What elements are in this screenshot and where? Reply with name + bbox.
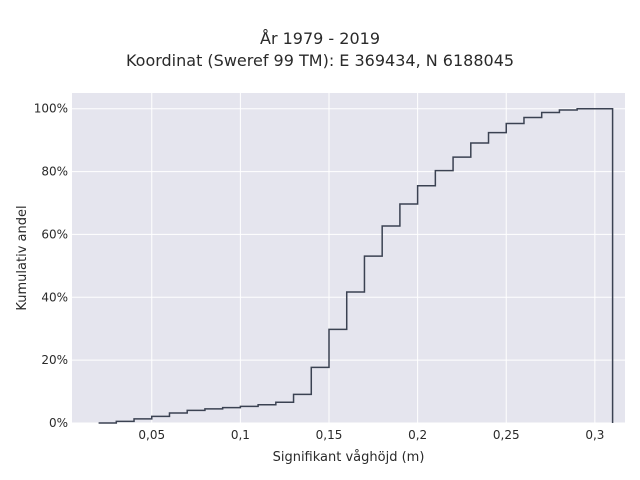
x-tick-label: 0,3 — [585, 428, 604, 442]
y-axis-title: Kumulativ andel — [15, 205, 30, 310]
plot-area — [72, 93, 625, 423]
x-tick-label: 0,2 — [408, 428, 427, 442]
y-tick-label: 100% — [34, 102, 68, 116]
x-tick-label: 0,25 — [493, 428, 520, 442]
tick-labels: 0,05 0,1 0,15 0,2 0,25 0,3 0% 20% 40% 60% 80% 100% — [34, 102, 605, 442]
grid-lines — [72, 93, 625, 424]
chart-title-block: År 1979 - 2019 Koordinat (Sweref 99 TM):… — [0, 28, 640, 72]
x-tick-label: 0,15 — [316, 428, 343, 442]
y-tick-label: 80% — [41, 165, 68, 179]
x-tick-label: 0,1 — [231, 428, 250, 442]
y-tick-label: 40% — [41, 290, 68, 304]
x-axis-title: Signifikant våghöjd (m) — [273, 450, 425, 465]
x-tick-label: 0,05 — [138, 428, 165, 442]
cumulative-step-series — [98, 107, 614, 424]
chart-title: År 1979 - 2019 — [260, 29, 380, 48]
y-tick-label: 20% — [41, 353, 68, 367]
y-tick-label: 60% — [41, 227, 68, 241]
y-tick-label: 0% — [49, 416, 68, 430]
chart-subtitle: Koordinat (Sweref 99 TM): E 369434, N 61… — [125, 51, 515, 70]
